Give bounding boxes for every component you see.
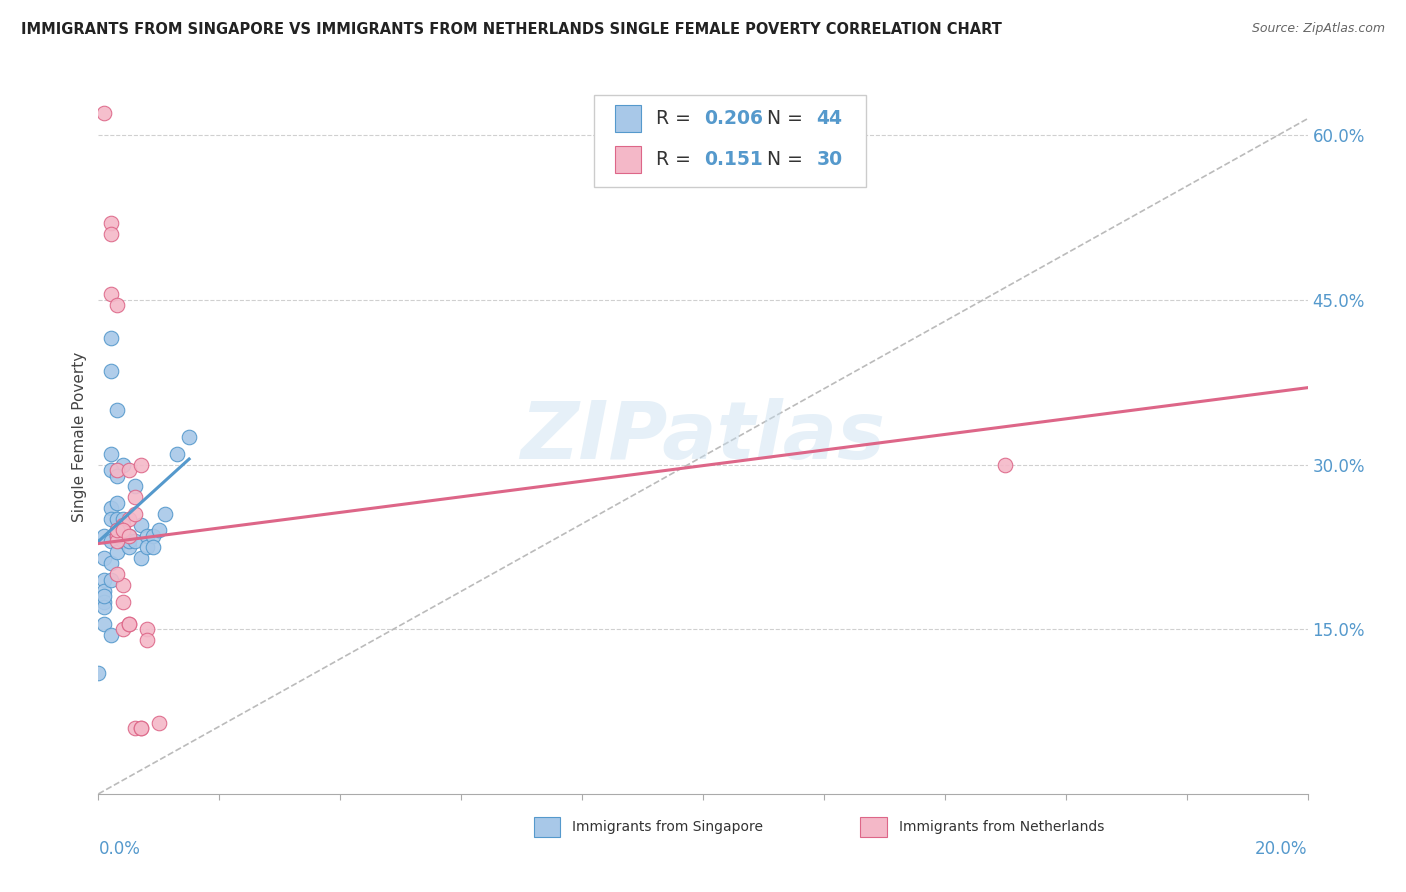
- Point: [124, 534, 146, 549]
- FancyBboxPatch shape: [614, 105, 641, 132]
- Point: [100, 557, 122, 571]
- Point: [142, 540, 165, 554]
- Point: [93, 600, 115, 615]
- Point: [111, 524, 134, 538]
- Text: Immigrants from Singapore: Immigrants from Singapore: [572, 820, 763, 834]
- Point: [105, 567, 128, 582]
- Point: [118, 616, 141, 631]
- Point: [142, 529, 165, 543]
- Point: [100, 463, 122, 477]
- Point: [93, 529, 115, 543]
- Point: [118, 463, 141, 477]
- Text: ZIPatlas: ZIPatlas: [520, 398, 886, 476]
- Point: [124, 507, 146, 521]
- Point: [105, 402, 128, 417]
- Point: [93, 550, 115, 565]
- Point: [129, 721, 152, 735]
- Point: [111, 622, 134, 636]
- Point: [105, 529, 128, 543]
- Point: [100, 446, 122, 460]
- Point: [93, 589, 115, 603]
- Point: [994, 458, 1017, 472]
- Point: [105, 534, 128, 549]
- Point: [148, 715, 170, 730]
- Point: [105, 463, 128, 477]
- Point: [118, 512, 141, 526]
- Point: [153, 507, 176, 521]
- Text: 30: 30: [817, 150, 842, 169]
- Point: [105, 512, 128, 526]
- Point: [100, 287, 122, 301]
- Text: N =: N =: [768, 110, 808, 128]
- Point: [87, 666, 110, 681]
- Point: [118, 529, 141, 543]
- Point: [124, 721, 146, 735]
- Point: [100, 534, 122, 549]
- Point: [111, 512, 134, 526]
- Y-axis label: Single Female Poverty: Single Female Poverty: [72, 352, 87, 522]
- Point: [135, 633, 157, 648]
- Point: [118, 540, 141, 554]
- Text: 0.206: 0.206: [704, 110, 763, 128]
- Point: [111, 458, 134, 472]
- Point: [105, 524, 128, 538]
- Point: [100, 501, 122, 516]
- Point: [179, 430, 201, 444]
- Point: [129, 550, 152, 565]
- Text: R =: R =: [655, 150, 697, 169]
- Point: [105, 298, 128, 312]
- Point: [135, 622, 157, 636]
- Point: [166, 446, 188, 460]
- Point: [93, 616, 115, 631]
- Point: [93, 106, 115, 120]
- Point: [124, 479, 146, 493]
- FancyBboxPatch shape: [860, 817, 887, 837]
- FancyBboxPatch shape: [595, 95, 866, 187]
- FancyBboxPatch shape: [534, 817, 561, 837]
- Point: [129, 517, 152, 532]
- Point: [129, 458, 152, 472]
- Point: [93, 573, 115, 587]
- Point: [100, 628, 122, 642]
- Point: [111, 517, 134, 532]
- Point: [111, 534, 134, 549]
- Text: 0.151: 0.151: [704, 150, 763, 169]
- Point: [118, 534, 141, 549]
- Point: [100, 364, 122, 378]
- Point: [105, 529, 128, 543]
- Text: N =: N =: [768, 150, 808, 169]
- Point: [124, 491, 146, 505]
- Point: [135, 529, 157, 543]
- Point: [111, 595, 134, 609]
- Text: Immigrants from Netherlands: Immigrants from Netherlands: [898, 820, 1104, 834]
- Text: 20.0%: 20.0%: [1256, 840, 1308, 858]
- Point: [93, 595, 115, 609]
- Point: [100, 331, 122, 345]
- Point: [135, 540, 157, 554]
- Text: R =: R =: [655, 110, 697, 128]
- Point: [105, 524, 128, 538]
- Point: [111, 578, 134, 592]
- FancyBboxPatch shape: [614, 146, 641, 173]
- Point: [100, 573, 122, 587]
- Text: IMMIGRANTS FROM SINGAPORE VS IMMIGRANTS FROM NETHERLANDS SINGLE FEMALE POVERTY C: IMMIGRANTS FROM SINGAPORE VS IMMIGRANTS …: [21, 22, 1002, 37]
- Text: 44: 44: [817, 110, 842, 128]
- Point: [129, 721, 152, 735]
- Point: [105, 468, 128, 483]
- Point: [93, 583, 115, 598]
- Point: [118, 529, 141, 543]
- Point: [100, 216, 122, 230]
- Point: [100, 227, 122, 241]
- Point: [105, 496, 128, 510]
- Point: [118, 616, 141, 631]
- Point: [100, 512, 122, 526]
- Point: [105, 545, 128, 559]
- Point: [148, 524, 170, 538]
- Text: 0.0%: 0.0%: [98, 840, 141, 858]
- Text: Source: ZipAtlas.com: Source: ZipAtlas.com: [1251, 22, 1385, 36]
